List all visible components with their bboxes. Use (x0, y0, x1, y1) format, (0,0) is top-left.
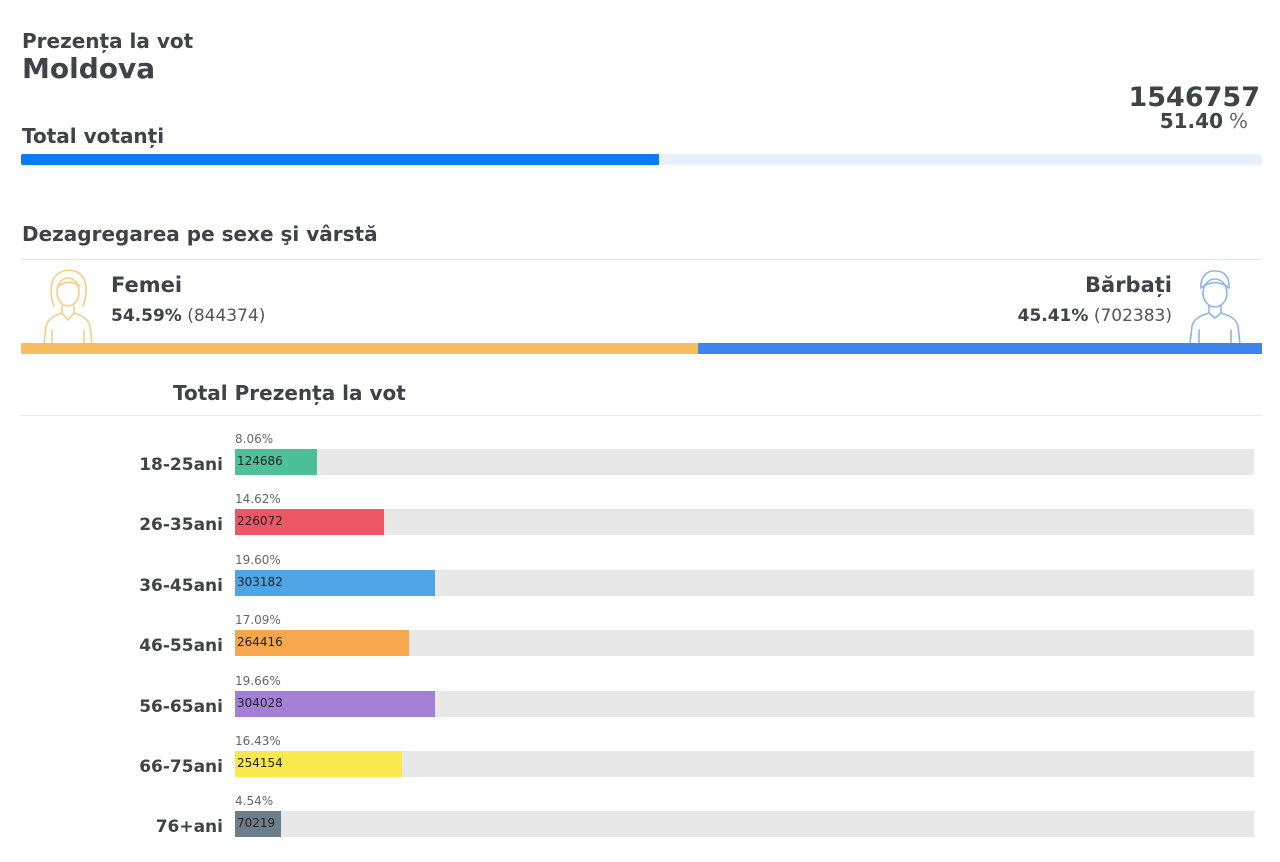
value-label: 124686 (237, 454, 283, 468)
percent-label: 4.54% (235, 794, 274, 809)
bar (235, 509, 384, 536)
bar-track: 254154 (235, 751, 1254, 777)
category-label: 56-65ani (139, 696, 223, 717)
category-label: 46-55ani (139, 636, 223, 657)
bar-row: 18-25ani 8.06% 124686 (0, 432, 1280, 492)
female-label: Femei (111, 273, 183, 297)
bar-track: 70219 (235, 811, 1254, 838)
value-label: 303182 (237, 574, 283, 589)
bar-row: 26-35ani 14.62% 226072 (0, 492, 1280, 552)
percent-label: 16.43% (235, 734, 281, 748)
total-progress-fill (21, 154, 659, 165)
total-percent-value: 51.40 (1159, 109, 1223, 133)
man-icon (1186, 266, 1242, 345)
category-label: 76+ani (155, 817, 223, 838)
female-count: (844374) (187, 306, 266, 326)
total-voters-label: Total votanți (22, 124, 165, 148)
bar-track: 226072 (235, 509, 1254, 536)
percent-label: 17.09% (235, 613, 281, 628)
percent-label: 19.60% (235, 552, 281, 567)
value-label: 264416 (237, 635, 283, 650)
percent-label: 8.06% (235, 432, 274, 446)
bar-track: 304028 (235, 690, 1254, 717)
divider (21, 259, 1262, 260)
male-count: (702383) (1093, 306, 1172, 326)
total-voters-count: 1546757 (1128, 82, 1260, 113)
value-label: 70219 (237, 816, 276, 831)
female-percent: 54.59% (111, 306, 182, 326)
total-voters-percent: 51.40% (1160, 109, 1248, 133)
bar-track: 303182 (235, 569, 1254, 596)
bar-row: 56-65ani 19.66% 304028 (0, 674, 1280, 734)
chart-title: Total Prezența la vot (173, 381, 406, 405)
value-label: 304028 (237, 695, 283, 710)
category-label: 36-45ani (139, 575, 223, 596)
bar-track: 264416 (235, 630, 1254, 657)
male-label: Bărbați (1085, 273, 1172, 297)
category-label: 26-35ani (139, 515, 223, 536)
male-share-bar (698, 343, 1262, 354)
bar-track: 124686 (235, 449, 1254, 475)
gender-split-bar (21, 343, 1262, 354)
bar-row: 36-45ani 19.60% 303182 (0, 553, 1280, 613)
bar (235, 751, 403, 777)
bar (235, 449, 318, 475)
bar (235, 690, 436, 717)
percent-label: 19.66% (235, 673, 281, 688)
bar-row: 76+ani 4.54% 70219 (0, 794, 1280, 854)
divider (21, 415, 1262, 416)
female-share-bar (21, 343, 699, 354)
gender-age-section-title: Dezagregarea pe sexe şi vârstă (22, 222, 378, 246)
header-subtitle: Prezența la vot (22, 29, 194, 53)
value-label: 226072 (237, 514, 283, 529)
bar-row: 46-55ani 17.09% 264416 (0, 613, 1280, 673)
bar (235, 569, 435, 596)
total-progress-bar (21, 154, 1262, 165)
value-label: 254154 (237, 756, 283, 770)
percent-label: 14.62% (235, 492, 281, 507)
male-percent: 45.41% (1017, 306, 1089, 326)
page-title: Moldova (22, 52, 156, 85)
woman-icon (40, 266, 96, 345)
bar (235, 630, 410, 657)
total-percent-unit: % (1228, 109, 1248, 133)
category-label: 66-75ani (139, 757, 223, 777)
male-stat: 45.41% (702383) (1018, 306, 1172, 326)
female-stat: 54.59% (844374) (111, 306, 265, 326)
bar (235, 811, 282, 838)
bar-row: 66-75ani 16.43% 254154 (0, 734, 1280, 794)
category-label: 18-25ani (139, 455, 223, 475)
